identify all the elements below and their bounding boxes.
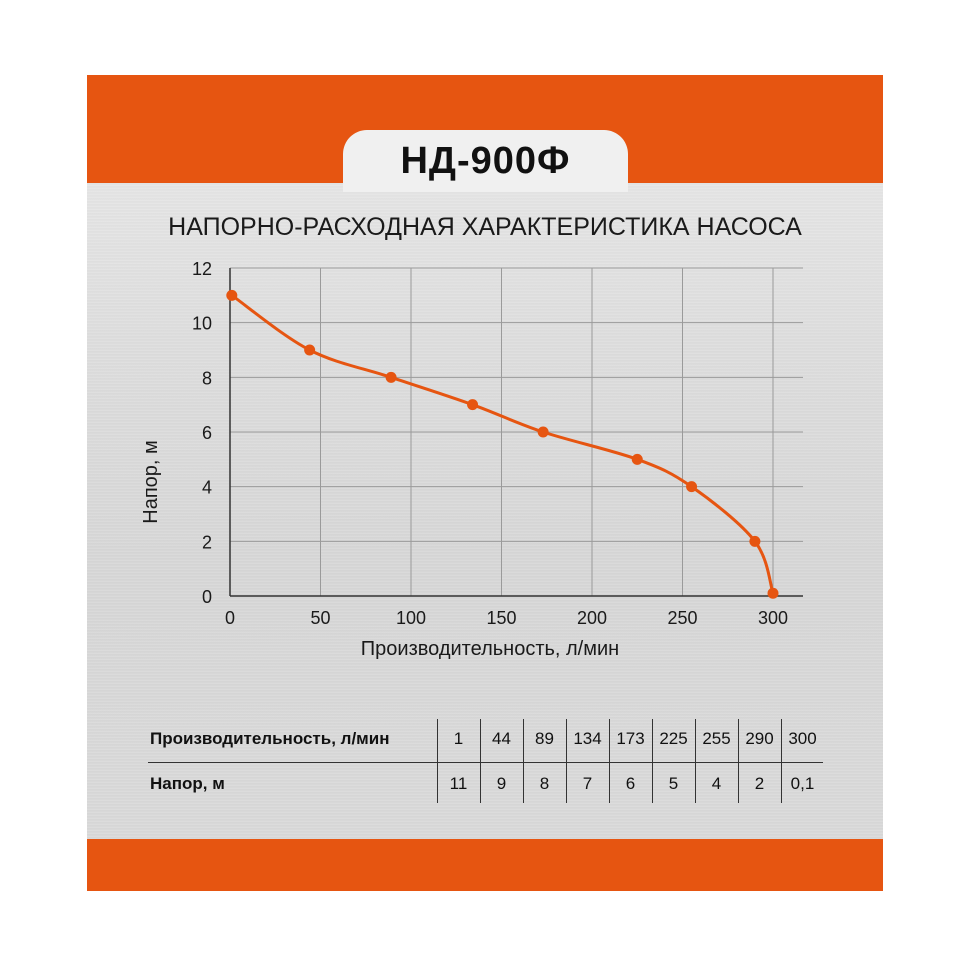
table-col-divider bbox=[695, 719, 696, 803]
y-tick-label: 12 bbox=[192, 259, 212, 279]
x-tick-label: 50 bbox=[310, 608, 330, 628]
bottom-orange-band bbox=[87, 839, 883, 891]
table-cell: 9 bbox=[496, 774, 507, 793]
table-cell: 173 bbox=[616, 729, 645, 748]
data-point bbox=[467, 399, 479, 411]
grid bbox=[230, 267, 803, 596]
data-point bbox=[767, 587, 779, 599]
table-row-label: Производительность, л/мин bbox=[150, 729, 390, 748]
table-cell: 300 bbox=[788, 729, 817, 748]
table-cell: 89 bbox=[535, 729, 554, 748]
table-cell: 4 bbox=[711, 774, 722, 793]
x-tick-label: 300 bbox=[758, 608, 788, 628]
table-col-divider bbox=[523, 719, 524, 803]
table-col-divider bbox=[480, 719, 481, 803]
table-col-divider bbox=[738, 719, 739, 803]
y-tick-label: 6 bbox=[202, 423, 212, 443]
tick-labels: 0 2 4 6 8 10 12 0 50 100 150 200 250 300 bbox=[192, 259, 788, 628]
table-cell: 255 bbox=[702, 729, 731, 748]
x-tick-label: 100 bbox=[396, 608, 426, 628]
table-col-divider bbox=[437, 719, 438, 803]
data-point bbox=[537, 426, 549, 438]
series-line bbox=[230, 294, 775, 594]
table-cell: 5 bbox=[668, 774, 679, 793]
data-point bbox=[749, 535, 761, 547]
y-tick-label: 0 bbox=[202, 587, 212, 607]
data-point bbox=[385, 371, 397, 383]
table-col-divider bbox=[566, 719, 567, 803]
chart-subtitle: НАПОРНО-РАСХОДНАЯ ХАРАКТЕРИСТИКА НАСОСА bbox=[168, 213, 802, 241]
table-cell: 1 bbox=[453, 729, 464, 748]
data-point bbox=[304, 344, 316, 356]
table-cell: 11 bbox=[449, 774, 468, 793]
table-row-label: Напор, м bbox=[150, 774, 225, 793]
table-row-divider bbox=[148, 762, 823, 763]
x-axis-label: Производительность, л/мин bbox=[361, 638, 619, 660]
y-tick-label: 8 bbox=[202, 368, 212, 388]
model-tab bbox=[343, 130, 628, 192]
data-point bbox=[686, 481, 698, 493]
table-col-divider bbox=[609, 719, 610, 803]
y-tick-label: 4 bbox=[202, 478, 212, 498]
table-col-divider bbox=[781, 719, 782, 803]
table-cell: 134 bbox=[573, 729, 602, 748]
x-tick-label: 250 bbox=[667, 608, 697, 628]
x-tick-label: 150 bbox=[486, 608, 516, 628]
y-tick-label: 10 bbox=[192, 314, 212, 334]
x-tick-label: 200 bbox=[577, 608, 607, 628]
x-tick-label: 0 bbox=[225, 608, 235, 628]
y-axis-label: Напор, м bbox=[140, 440, 162, 524]
table-cell: 6 bbox=[625, 774, 636, 793]
y-tick-label: 2 bbox=[202, 532, 212, 552]
table-cell: 0,1 bbox=[790, 774, 815, 793]
table-cell: 2 bbox=[754, 774, 765, 793]
data-point bbox=[631, 453, 643, 465]
data-point bbox=[226, 289, 238, 301]
table-cell: 290 bbox=[745, 729, 774, 748]
model-title: НД-900Ф bbox=[400, 140, 571, 182]
table-cell: 225 bbox=[659, 729, 688, 748]
series-group bbox=[226, 289, 779, 599]
table-cell: 7 bbox=[582, 774, 593, 793]
table-cell: 8 bbox=[539, 774, 550, 793]
table-cell: 44 bbox=[492, 729, 511, 748]
table-col-divider bbox=[652, 719, 653, 803]
chart-card bbox=[87, 75, 883, 891]
axes bbox=[229, 268, 803, 597]
